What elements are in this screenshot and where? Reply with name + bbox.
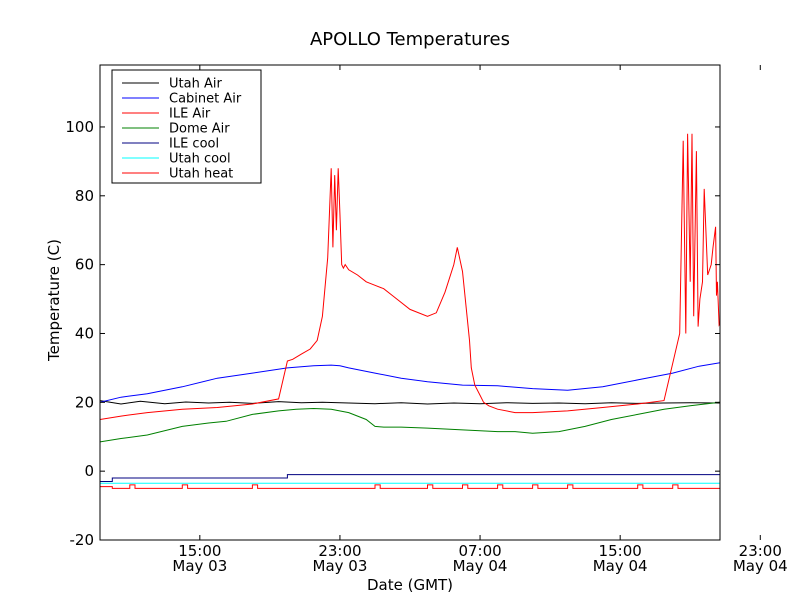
x-axis-label: Date (GMT) — [367, 576, 453, 594]
legend-label-ile-cool: ILE cool — [169, 137, 219, 152]
series-line-ile-air — [100, 133, 720, 420]
series-line-dome-air — [100, 401, 720, 443]
x-tick-label-date: May 04 — [733, 557, 788, 575]
x-tick-label-time: 07:00 — [458, 542, 501, 560]
x-tick-label-time: 15:00 — [599, 542, 642, 560]
x-tick-label-date: May 04 — [453, 557, 508, 575]
series-line-utah-heat — [100, 484, 720, 489]
legend-label-cabinet-air: Cabinet Air — [169, 92, 242, 107]
x-tick-label-date: May 04 — [593, 557, 648, 575]
x-tick-label-date: May 03 — [313, 557, 368, 575]
legend-label-utah-heat: Utah heat — [169, 167, 233, 182]
legend-label-utah-cool: Utah cool — [169, 152, 231, 167]
legend-box — [111, 69, 262, 184]
y-tick-label: 0 — [84, 462, 94, 480]
y-tick-label: 80 — [75, 187, 94, 205]
legend-label-dome-air: Dome Air — [169, 122, 230, 137]
x-tick-label-date: May 03 — [172, 557, 227, 575]
series-line-ile-cool — [100, 474, 720, 482]
x-tick-label-time: 23:00 — [318, 542, 361, 560]
series-line-utah-air — [100, 400, 720, 405]
y-axis-label: Temperature (C) — [45, 239, 63, 362]
x-tick-label-time: 15:00 — [178, 542, 221, 560]
y-tick-label: 40 — [75, 324, 94, 342]
chart-title: APOLLO Temperatures — [310, 29, 510, 50]
y-tick-label: -20 — [70, 531, 95, 549]
series-line-cabinet-air — [100, 362, 720, 403]
legend-label-utah-air: Utah Air — [169, 77, 222, 92]
legend-label-ile-air: ILE Air — [169, 107, 211, 122]
x-tick-label-time: 23:00 — [739, 542, 782, 560]
y-tick-label: 60 — [75, 256, 94, 274]
y-tick-label: 100 — [65, 118, 94, 136]
plot-frame — [99, 64, 721, 541]
y-tick-label: 20 — [75, 393, 94, 411]
series-layer — [100, 133, 720, 489]
